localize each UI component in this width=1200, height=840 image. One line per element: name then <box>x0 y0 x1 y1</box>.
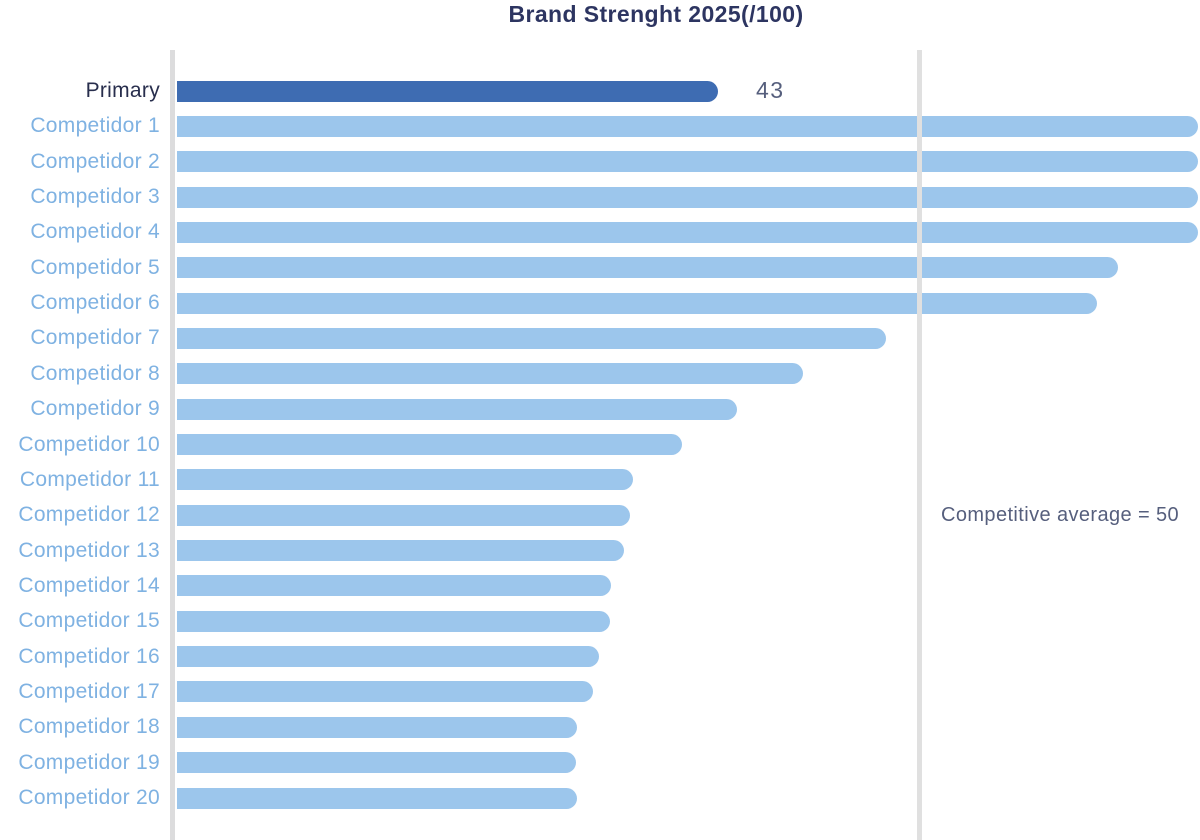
bar-competidor-18 <box>177 716 577 738</box>
category-label-competidor-14: Competidor 14 <box>18 573 160 597</box>
average-reference-line <box>917 50 922 840</box>
bar-competidor-12 <box>177 504 630 526</box>
category-label-competidor-6: Competidor 6 <box>30 291 160 315</box>
bar-competidor-7 <box>177 327 886 349</box>
bar-competidor-20 <box>177 787 577 809</box>
bar-competidor-14 <box>177 575 611 597</box>
bar-competidor-17 <box>177 681 593 703</box>
bar-competidor-16 <box>177 646 599 668</box>
average-line-label: Competitive average = 50 <box>941 504 1180 526</box>
bar-competidor-4 <box>177 221 1198 243</box>
bar-competidor-6 <box>177 292 1097 314</box>
category-label-competidor-11: Competidor 11 <box>19 467 160 491</box>
primary-bar-value-label: 43 <box>756 77 785 103</box>
bar-competidor-2 <box>177 151 1198 173</box>
category-label-competidor-3: Competidor 3 <box>30 185 160 209</box>
category-label-competidor-5: Competidor 5 <box>30 255 160 279</box>
bar-primary <box>177 80 718 102</box>
bar-competidor-3 <box>177 186 1198 208</box>
bar-competidor-5 <box>177 257 1118 279</box>
category-label-competidor-15: Competidor 15 <box>18 609 160 633</box>
category-label-competidor-1: Competidor 1 <box>30 114 160 138</box>
bar-competidor-10 <box>177 434 682 455</box>
bar-competidor-15 <box>177 610 610 632</box>
bar-competidor-9 <box>177 398 737 420</box>
category-label-competidor-7: Competidor 7 <box>30 326 160 350</box>
bar-competidor-8 <box>177 363 803 385</box>
category-label-competidor-18: Competidor 18 <box>18 715 160 739</box>
category-label-competidor-4: Competidor 4 <box>30 220 160 244</box>
category-label-competidor-8: Competidor 8 <box>30 361 160 385</box>
category-label-competidor-19: Competidor 19 <box>18 750 160 774</box>
bar-competidor-11 <box>177 469 633 491</box>
category-label-competidor-17: Competidor 17 <box>18 679 160 703</box>
bar-competidor-1 <box>177 115 1198 137</box>
bar-competidor-13 <box>177 540 624 562</box>
bar-competidor-19 <box>177 752 576 774</box>
category-label-primary: Primary <box>85 79 160 102</box>
category-label-competidor-16: Competidor 16 <box>18 644 160 668</box>
category-label-competidor-9: Competidor 9 <box>30 397 160 421</box>
category-label-competidor-20: Competidor 20 <box>18 786 160 809</box>
chart-title: Brand Strenght 2025(/100) <box>508 1 804 27</box>
category-label-competidor-12: Competidor 12 <box>18 503 160 527</box>
y-axis-line <box>170 50 175 840</box>
category-label-competidor-2: Competidor 2 <box>30 149 160 173</box>
category-label-competidor-10: Competidor 10 <box>18 432 160 456</box>
category-label-competidor-13: Competidor 13 <box>18 538 160 562</box>
